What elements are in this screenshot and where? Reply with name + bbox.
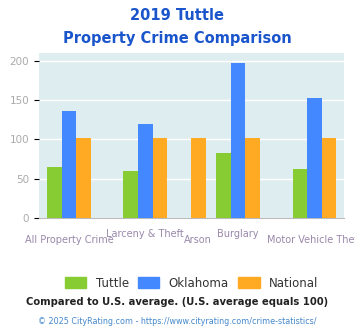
Text: 2019 Tuttle: 2019 Tuttle bbox=[131, 8, 224, 23]
Bar bbox=[153, 139, 167, 218]
Bar bbox=[322, 139, 337, 218]
Text: Property Crime Comparison: Property Crime Comparison bbox=[63, 31, 292, 46]
Text: Burglary: Burglary bbox=[217, 229, 259, 239]
Text: Motor Vehicle Theft: Motor Vehicle Theft bbox=[267, 235, 355, 245]
Bar bbox=[138, 124, 153, 218]
Bar bbox=[231, 63, 245, 218]
Text: Arson: Arson bbox=[184, 235, 212, 245]
Text: Compared to U.S. average. (U.S. average equals 100): Compared to U.S. average. (U.S. average … bbox=[26, 297, 329, 307]
Bar bbox=[191, 139, 206, 218]
Bar bbox=[216, 152, 231, 218]
Bar bbox=[245, 139, 260, 218]
Text: © 2025 CityRating.com - https://www.cityrating.com/crime-statistics/: © 2025 CityRating.com - https://www.city… bbox=[38, 317, 317, 326]
Legend: Tuttle, Oklahoma, National: Tuttle, Oklahoma, National bbox=[60, 272, 323, 294]
Bar bbox=[47, 167, 62, 218]
Text: Larceny & Theft: Larceny & Theft bbox=[106, 229, 184, 239]
Bar bbox=[307, 98, 322, 218]
Bar bbox=[123, 171, 138, 218]
Bar bbox=[76, 139, 91, 218]
Bar bbox=[62, 111, 76, 218]
Bar bbox=[293, 169, 307, 218]
Text: All Property Crime: All Property Crime bbox=[24, 235, 113, 245]
